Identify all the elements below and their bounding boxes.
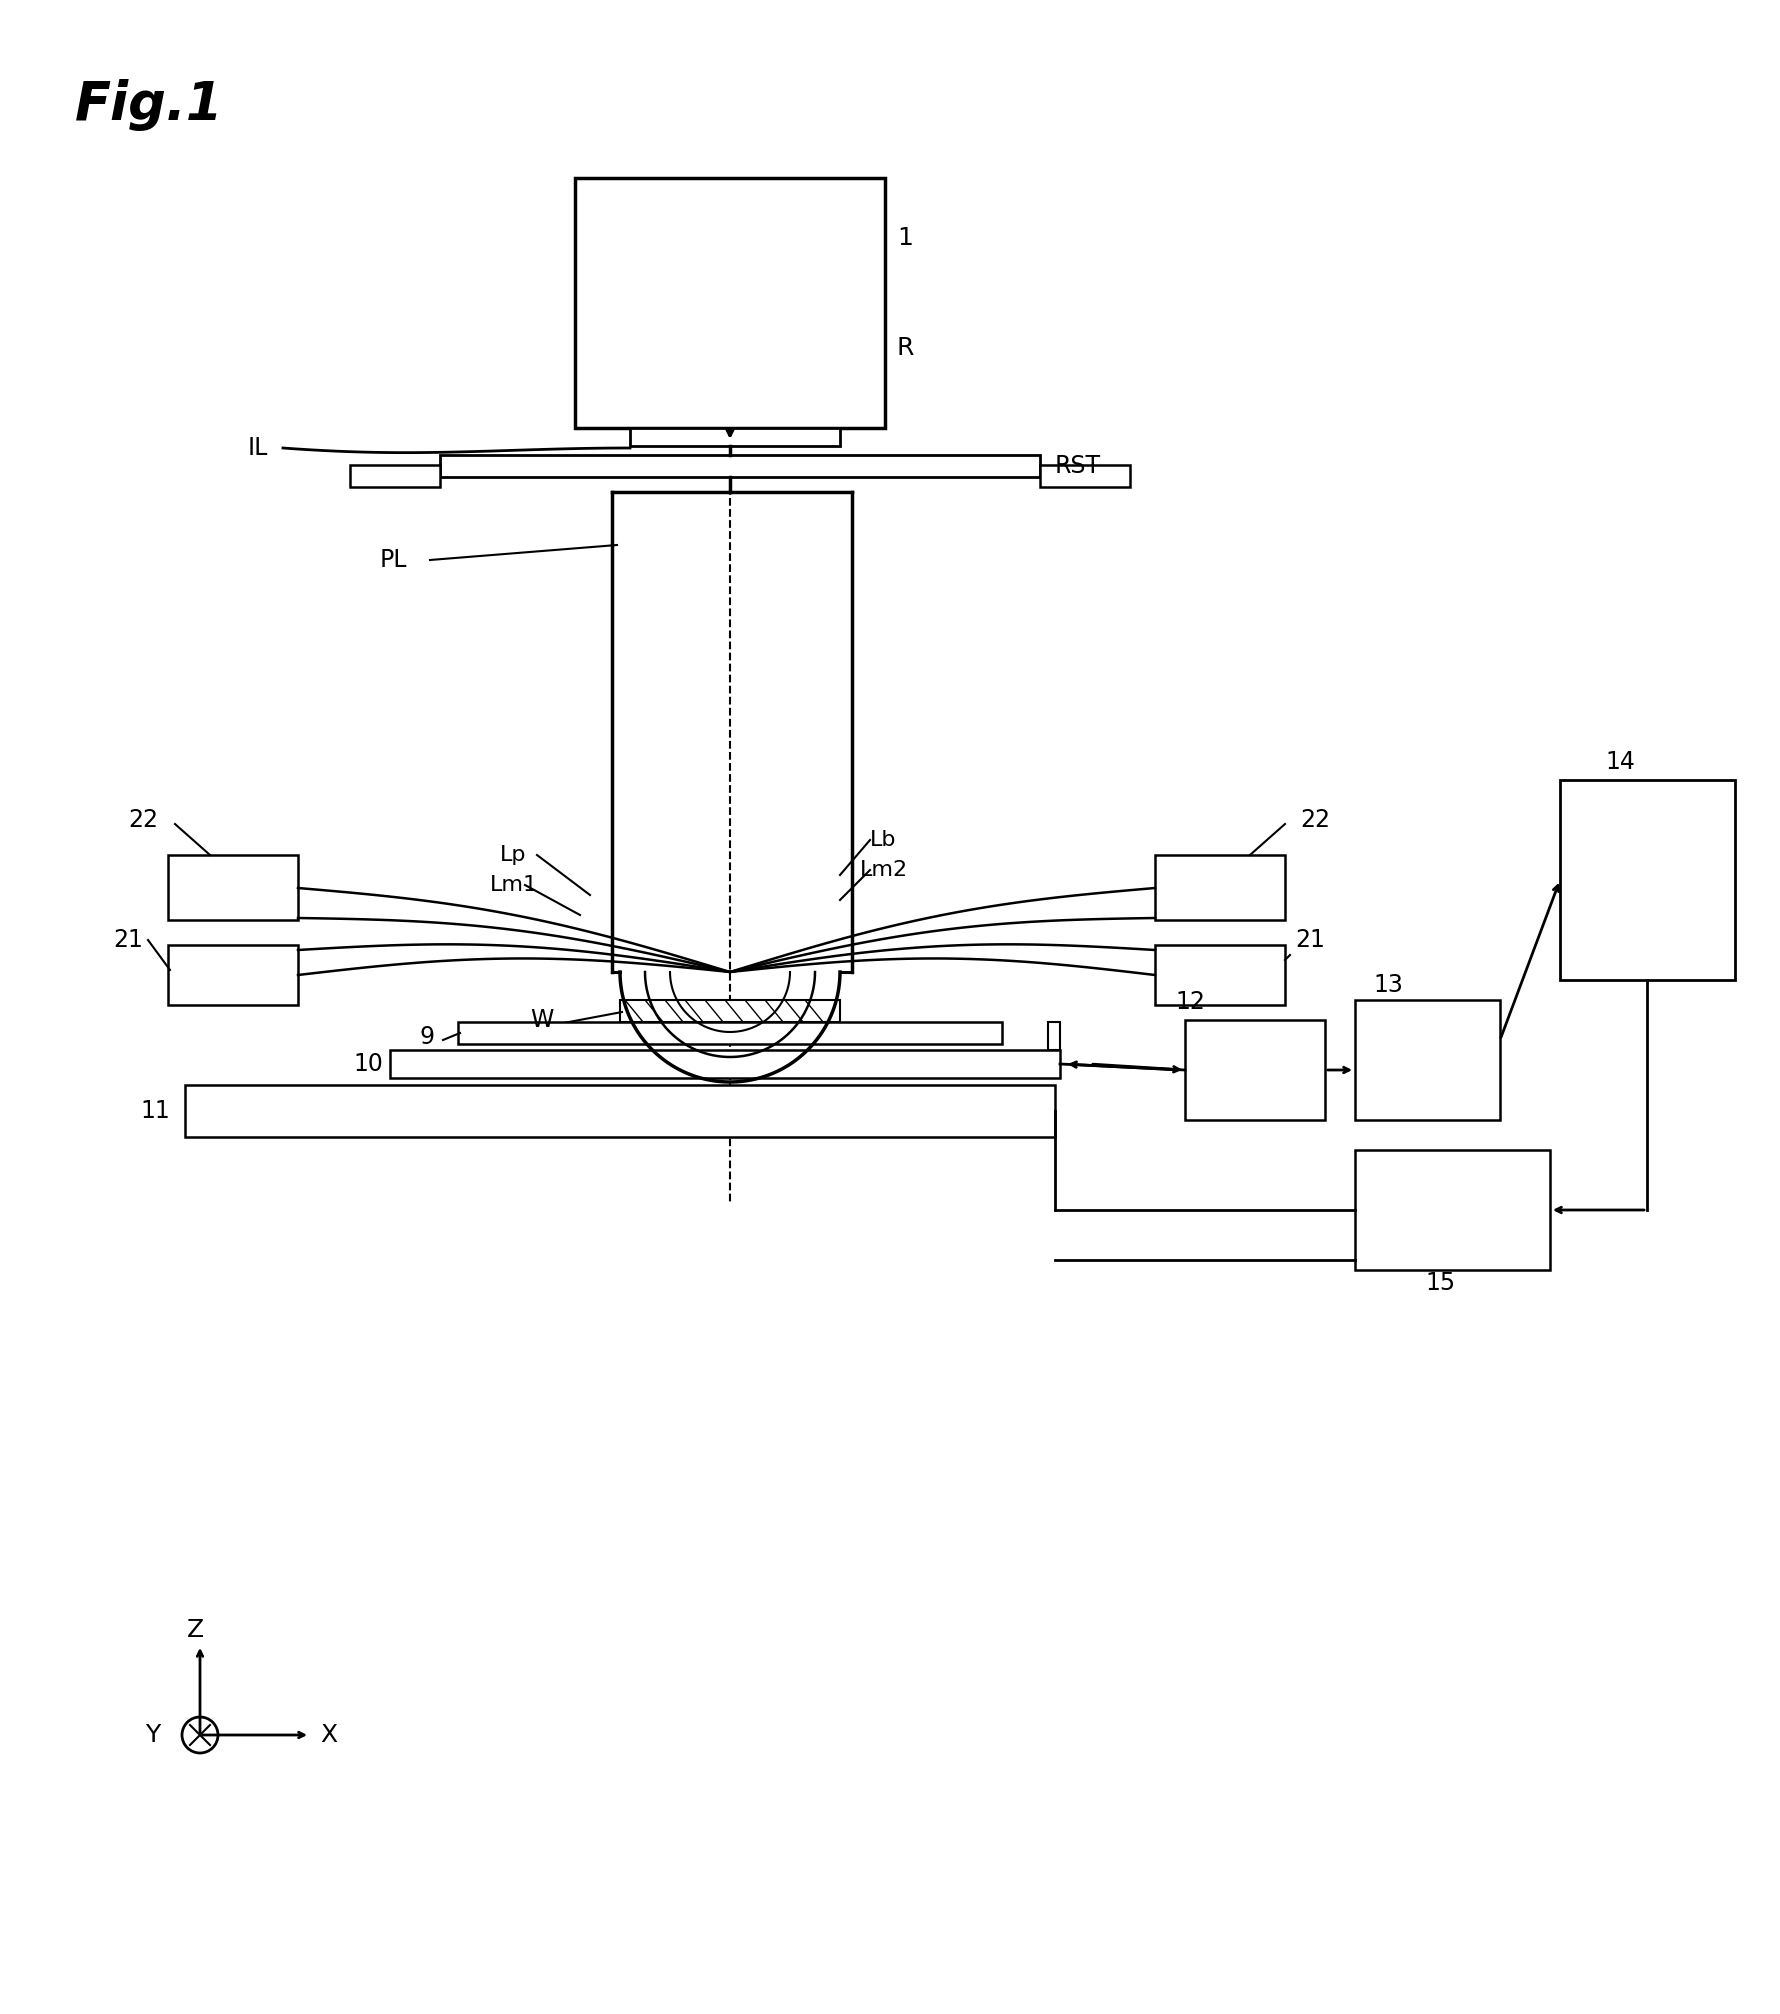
Text: IL: IL: [247, 435, 269, 459]
Bar: [1047, 1021, 1059, 1049]
Text: RST: RST: [1054, 453, 1100, 477]
Bar: [167, 856, 297, 920]
Bar: [440, 455, 1040, 477]
Text: 14: 14: [1604, 749, 1634, 773]
Bar: [457, 1021, 1002, 1043]
Bar: [1155, 856, 1285, 920]
Text: 22: 22: [1299, 808, 1330, 832]
Text: 13: 13: [1372, 973, 1403, 997]
Text: Y: Y: [144, 1724, 160, 1746]
Bar: [390, 1049, 1059, 1077]
Bar: [1355, 1150, 1549, 1271]
Text: 12: 12: [1175, 991, 1205, 1013]
Text: Lb: Lb: [869, 830, 895, 850]
Bar: [185, 1086, 1054, 1138]
Text: Lp: Lp: [500, 846, 527, 864]
Text: 21: 21: [112, 928, 142, 953]
Text: X: X: [320, 1724, 336, 1746]
Text: 21: 21: [1294, 928, 1324, 953]
Bar: [1559, 779, 1734, 981]
Text: 9: 9: [420, 1025, 434, 1049]
Text: 1: 1: [897, 226, 913, 250]
Bar: [575, 177, 885, 429]
Bar: [1040, 465, 1129, 487]
Text: 11: 11: [141, 1100, 169, 1124]
Text: Lm1: Lm1: [490, 874, 538, 894]
Text: 22: 22: [128, 808, 158, 832]
Bar: [1355, 1001, 1499, 1120]
Text: Z: Z: [187, 1617, 203, 1641]
Text: 15: 15: [1424, 1271, 1454, 1295]
Text: W: W: [530, 1007, 554, 1031]
Bar: [630, 429, 840, 445]
Bar: [351, 465, 440, 487]
Bar: [619, 1001, 840, 1021]
Text: 10: 10: [352, 1051, 383, 1075]
Text: Lm2: Lm2: [860, 860, 908, 880]
Text: R: R: [897, 336, 913, 361]
Bar: [167, 945, 297, 1005]
Bar: [1155, 945, 1285, 1005]
Bar: [1184, 1019, 1324, 1120]
Text: Fig.1: Fig.1: [75, 79, 224, 131]
Text: PL: PL: [379, 548, 408, 572]
